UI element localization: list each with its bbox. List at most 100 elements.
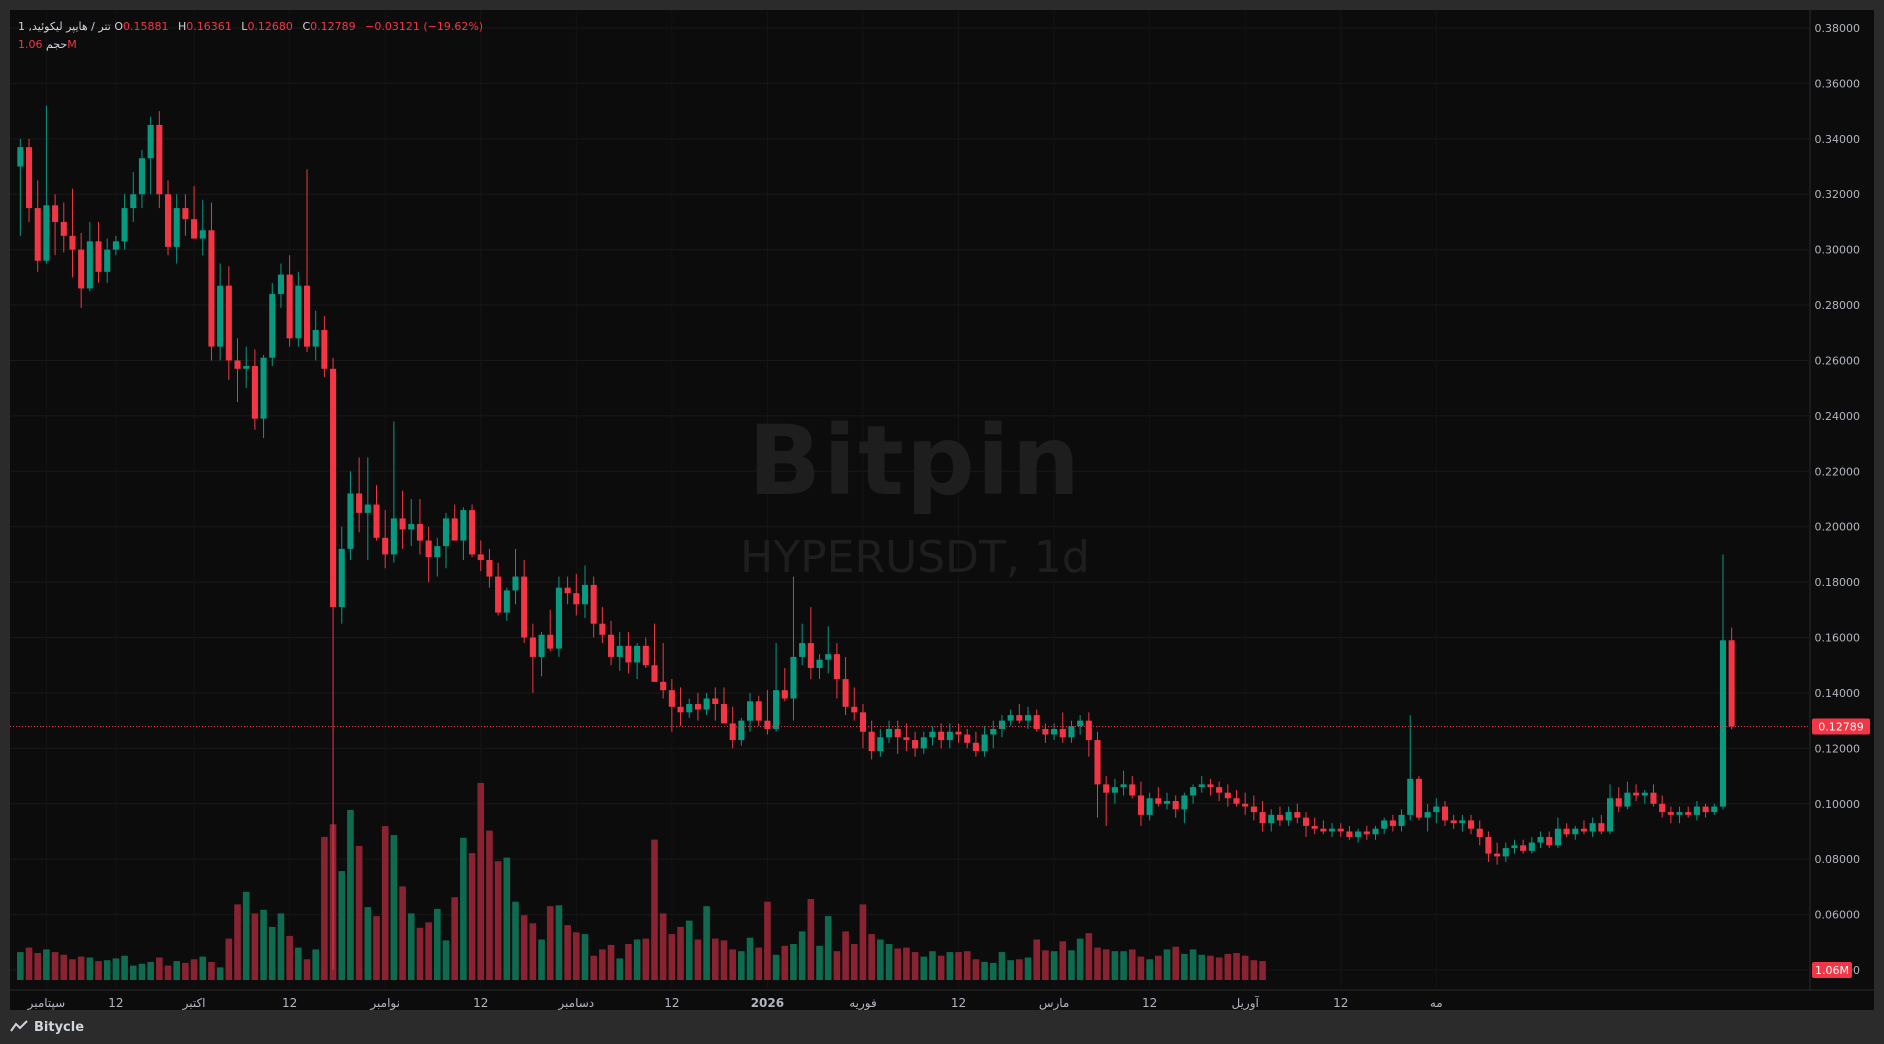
candle-body (859, 712, 867, 732)
legend-open-label: O (114, 20, 124, 33)
candle-body (1659, 803, 1666, 813)
candle-body (1728, 640, 1735, 727)
x-tick-label: 12 (282, 996, 297, 1010)
volume-bar (512, 901, 519, 980)
candle-body (590, 584, 597, 624)
volume-bar (659, 913, 667, 980)
candle-body (1129, 784, 1136, 796)
candle-body (399, 518, 406, 530)
footer-brand[interactable]: Bitycle (34, 1019, 85, 1035)
volume-bar (434, 908, 441, 980)
volume-bar (1250, 960, 1258, 980)
volume-bar (1137, 956, 1145, 980)
x-tick-label: آوریل (1232, 995, 1260, 1010)
candle-body (1468, 820, 1475, 829)
candle-body (1077, 720, 1084, 727)
candle-body (60, 221, 67, 236)
volume-bar (885, 944, 893, 980)
candle-body (1459, 820, 1466, 824)
volume-bar (859, 904, 867, 980)
chart-frame[interactable]: 0.38000 0.36000 0.34000 0.32000 0.30000 0.280… (10, 10, 1874, 1010)
candle-body (738, 720, 745, 741)
candle-body (920, 737, 927, 749)
candle-body (1337, 828, 1344, 832)
candle-body (1198, 784, 1205, 788)
volume-bar (1076, 938, 1084, 980)
volume-bar (764, 901, 771, 980)
candle-body (121, 208, 128, 242)
candle-body (1398, 814, 1405, 826)
volume-bar (373, 916, 380, 980)
volume-bar (842, 931, 849, 980)
candle-body (1059, 728, 1066, 738)
candle-body (17, 147, 24, 167)
candle-body (616, 645, 623, 657)
candle-body (217, 285, 224, 347)
candlestick-chart[interactable]: 0.38000 0.36000 0.34000 0.32000 0.30000 0.280… (10, 10, 1874, 1010)
x-tick-label: نوامبر (369, 996, 400, 1010)
volume-bar (685, 920, 693, 980)
candle-body (303, 285, 311, 347)
volume-bar (824, 916, 832, 980)
candle-body (1276, 814, 1283, 821)
y-tick-label: 0.38000 (1815, 22, 1861, 35)
y-tick-label: 0.30000 (1815, 244, 1861, 257)
legend-volume-label[interactable]: حجم (46, 38, 68, 51)
candle-body (1572, 828, 1579, 835)
volume-bar (981, 962, 988, 980)
volume-bar (25, 947, 33, 980)
candle-body (112, 241, 119, 250)
candle-body (703, 698, 710, 710)
candle-body (807, 643, 814, 669)
watermark-pair: HYPERUSDT, 1d (740, 532, 1090, 583)
volume-bar (77, 956, 85, 980)
volume-bar (894, 948, 902, 980)
x-tick-label: 2026 (751, 996, 784, 1010)
volume-bar (807, 899, 815, 980)
volume-bar (216, 967, 224, 980)
y-tick-label: 0.32000 (1815, 188, 1861, 201)
legend-high-label: H (178, 20, 187, 33)
candle-body (634, 645, 641, 663)
candle-body (564, 587, 571, 594)
candle-body (1476, 828, 1483, 838)
candle-body (25, 147, 33, 209)
candle-body (1181, 795, 1188, 810)
candle-body (1294, 812, 1301, 818)
volume-bar (1215, 957, 1223, 980)
candle-body (1485, 837, 1492, 854)
candle-body (1346, 831, 1353, 838)
volume-bar (468, 853, 476, 980)
candle-body (277, 274, 284, 294)
volume-bar (1111, 951, 1119, 980)
candle-body (130, 194, 137, 209)
candle-body (608, 634, 615, 657)
volume-bar (1050, 951, 1058, 980)
candle-body (1633, 792, 1640, 796)
candle-body (1207, 784, 1214, 788)
candle-body (1711, 806, 1718, 813)
candle-body (1146, 798, 1153, 815)
candle-body (416, 523, 423, 541)
candle-body (69, 235, 76, 250)
candle-body (1329, 828, 1336, 832)
candle-body (946, 731, 953, 741)
legend: 1 ,تتر / هایپر لیکوئید O0.15881 H0.16361… (18, 18, 489, 54)
footer: Bitycle (10, 1014, 410, 1040)
candle-body (1650, 792, 1657, 804)
volume-bar (1024, 957, 1032, 980)
volume-bar (69, 959, 76, 980)
legend-close: 0.12789 (310, 20, 356, 33)
candle-body (1216, 787, 1223, 793)
volume-bar (121, 955, 128, 980)
volume-bar (347, 809, 354, 980)
x-tick-label: 12 (473, 996, 488, 1010)
volume-bar (407, 913, 415, 980)
candle-body (1007, 715, 1014, 721)
candle-body (677, 706, 684, 713)
candle-body (1589, 823, 1596, 832)
candle-body (642, 645, 649, 666)
legend-symbol[interactable]: 1 ,تتر / هایپر لیکوئید (18, 20, 111, 33)
candle-body (964, 734, 971, 743)
watermark-brand: Bitpin (748, 405, 1082, 517)
